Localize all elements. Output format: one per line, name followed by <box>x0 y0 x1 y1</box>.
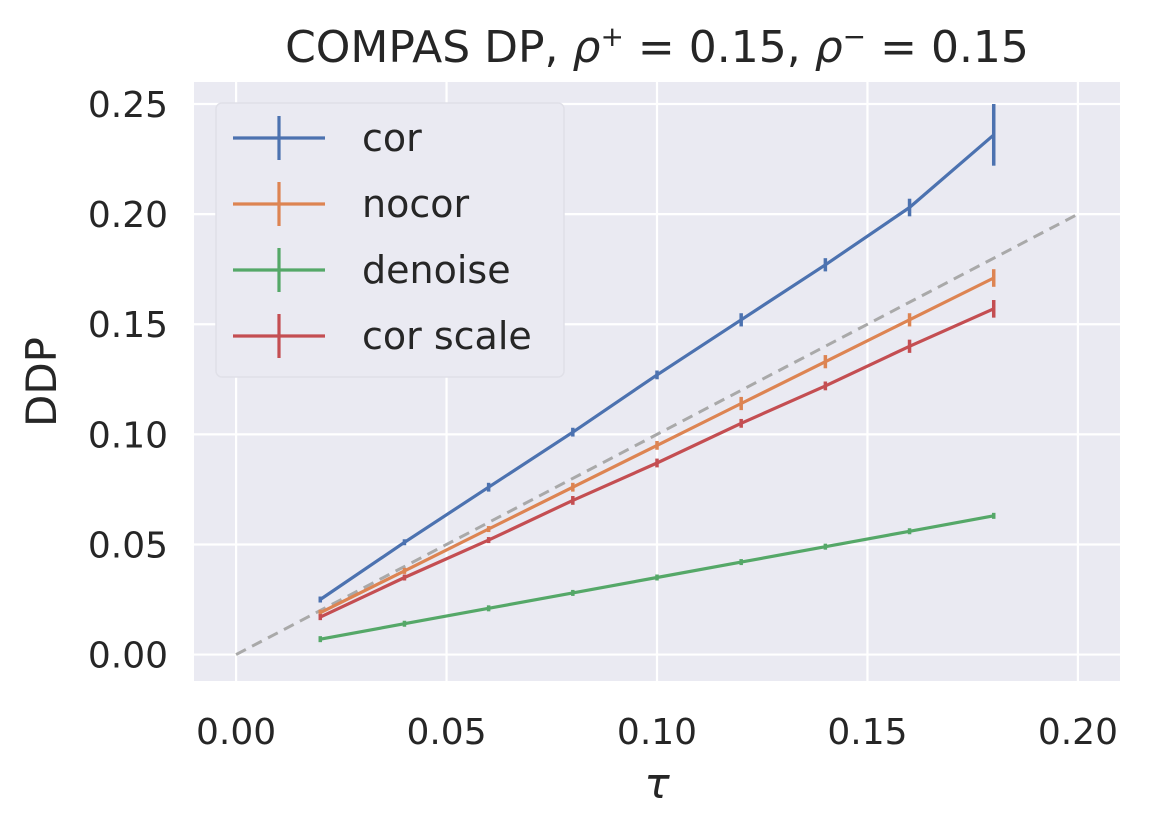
series-group <box>318 104 996 643</box>
reference-line-group <box>235 212 1079 656</box>
legend: cor nocor denoise cor scale <box>215 102 565 378</box>
legend-label: cor <box>362 116 422 160</box>
y-tick-label: 0.00 <box>88 636 168 677</box>
series-cor <box>318 104 996 603</box>
x-tick-label: 0.20 <box>1038 712 1118 753</box>
x-tick-labels: 0.00 0.05 0.10 0.15 0.20 <box>196 712 1118 753</box>
y-tick-label: 0.10 <box>88 415 168 456</box>
y-tick-labels: 0.00 0.05 0.10 0.15 0.20 0.25 <box>88 85 168 677</box>
y-tick-label: 0.05 <box>88 525 168 566</box>
series-denoise <box>318 512 996 643</box>
chart-title: COMPAS DP, ρ+ = 0.15, ρ− = 0.15 <box>285 20 1029 73</box>
series-cor-scale <box>318 300 996 621</box>
x-axis-label: τ <box>644 759 670 808</box>
x-tick-label: 0.15 <box>827 712 907 753</box>
legend-label: cor scale <box>362 314 532 358</box>
legend-label: nocor <box>362 182 469 226</box>
x-tick-label: 0.00 <box>196 712 276 753</box>
x-tick-label: 0.10 <box>617 712 697 753</box>
reference-line <box>235 212 1079 656</box>
series-nocor <box>318 269 996 616</box>
x-tick-label: 0.05 <box>406 712 486 753</box>
y-axis-label: DDP <box>17 337 66 427</box>
y-tick-label: 0.25 <box>88 85 168 126</box>
y-tick-label: 0.20 <box>88 195 168 236</box>
legend-frame <box>215 102 565 378</box>
legend-label: denoise <box>362 248 511 292</box>
y-tick-label: 0.15 <box>88 305 168 346</box>
